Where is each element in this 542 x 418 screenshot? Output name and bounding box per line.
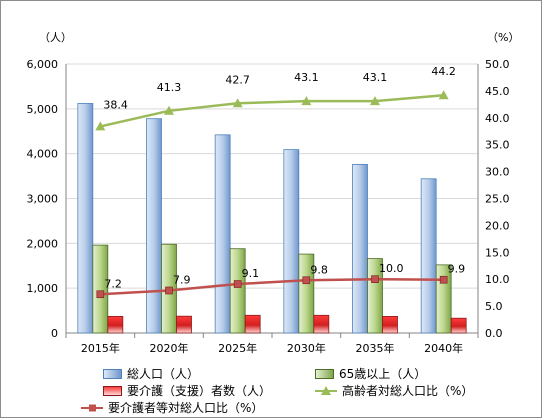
data-label: 7.2: [104, 277, 122, 290]
line-point: [438, 90, 449, 100]
right-tick-label: 0.0: [485, 327, 503, 340]
bar: [77, 103, 94, 334]
line-point: [232, 98, 243, 108]
right-tick-label: 25.0: [485, 193, 510, 206]
left-tick-label: 1,000: [27, 282, 59, 295]
legend-swatch-red: [103, 385, 122, 396]
line-point: [370, 96, 380, 106]
left-tick-label: 5,000: [27, 103, 59, 116]
right-tick-label: 15.0: [485, 246, 510, 259]
legend-label: 要介護（支援）者数（人）: [127, 384, 272, 398]
line-point: [371, 275, 379, 284]
bar: [176, 315, 192, 334]
data-label: 9.8: [310, 263, 328, 276]
x-tick-label: 2030年: [287, 341, 326, 355]
legend-label: 総人口（人）: [127, 367, 200, 381]
line-point: [301, 96, 312, 106]
bar: [283, 149, 300, 334]
line-point: [164, 105, 174, 115]
right-tick-label: 40.0: [485, 112, 510, 125]
legend-marker-square: [81, 404, 103, 411]
line-point: [233, 280, 242, 288]
x-tick-label: 2035年: [356, 341, 395, 355]
line-point: [302, 276, 311, 285]
data-label: 9.1: [242, 267, 260, 280]
gridlines: [66, 63, 478, 289]
data-label: 9.9: [448, 263, 466, 276]
legend-swatch-blue: [103, 368, 122, 379]
legend-swatch-green: [315, 368, 334, 379]
x-tick-label: 2025年: [218, 341, 257, 355]
left-tick-label: 3,000: [27, 193, 59, 206]
data-label: 42.7: [225, 73, 250, 86]
left-tick-label: 4,000: [27, 148, 59, 161]
right-axis-unit: （%）: [487, 31, 519, 44]
data-label: 43.1: [363, 71, 388, 84]
bar: [244, 314, 261, 334]
data-label: 38.4: [103, 98, 128, 111]
data-label: 41.3: [157, 81, 182, 94]
right-tick-label: 35.0: [485, 139, 510, 152]
bar-series: [77, 103, 467, 334]
legend-item-total-population: 総人口（人）: [103, 365, 199, 382]
line-point: [96, 290, 105, 299]
right-tick-label: 10.0: [485, 273, 510, 286]
bar: [107, 316, 124, 334]
data-label: 10.0: [379, 262, 404, 275]
right-tick-label: 45.0: [485, 85, 510, 98]
bar: [313, 314, 330, 334]
x-tick-label: 2020年: [150, 341, 189, 355]
legend-item-elderly: 65歳以上（人）: [315, 365, 426, 382]
left-tick-label: 0: [51, 327, 58, 340]
x-tick-label: 2040年: [424, 341, 463, 355]
bar: [298, 253, 315, 334]
bar: [146, 118, 162, 334]
left-tick-label: 2,000: [27, 237, 59, 250]
data-label: 7.9: [173, 273, 191, 286]
bar: [92, 244, 109, 334]
bar: [214, 134, 231, 334]
legend-item-care-recipients: 要介護（支援）者数（人）: [103, 382, 271, 399]
bar: [229, 248, 246, 334]
left-tick-label: 6,000: [27, 58, 59, 71]
right-tick-label: 30.0: [485, 166, 510, 179]
data-label: 44.2: [431, 65, 456, 78]
line-series: [95, 90, 449, 299]
legend-marker-triangle: [315, 385, 337, 395]
legend-label: 要介護者等対総人口比（%）: [108, 401, 264, 415]
bar: [420, 178, 437, 334]
line-point: [95, 121, 106, 131]
series-line: [100, 93, 444, 128]
axes: 0 1,000 2,000 3,000 4,000 5,000 6,000 0.0 5.0 10.…: [27, 58, 510, 355]
right-tick-label: 20.0: [485, 219, 510, 232]
line-point: [439, 275, 448, 284]
bar: [450, 317, 467, 334]
legend-item-care-ratio: 要介護者等対総人口比（%）: [81, 399, 263, 416]
right-tick-label: 5.0: [485, 300, 503, 313]
legend-item-elderly-ratio: 高齢者対総人口比（%）: [315, 382, 473, 399]
bar: [382, 316, 398, 334]
legend-label: 65歳以上（人）: [339, 367, 427, 381]
bar: [352, 164, 368, 334]
series-line: [100, 277, 444, 296]
data-labels: 38.4 41.3 42.7 43.1 43.1 44.2 7.2 7.9 9.1 9.8 10.0…: [103, 65, 465, 290]
data-label: 43.1: [294, 71, 319, 84]
x-tick-label: 2015年: [81, 341, 120, 355]
left-axis-unit: （人）: [39, 31, 72, 44]
line-point: [165, 286, 173, 295]
right-tick-label: 50.0: [485, 58, 510, 71]
legend-label: 高齢者対総人口比（%）: [342, 384, 474, 398]
